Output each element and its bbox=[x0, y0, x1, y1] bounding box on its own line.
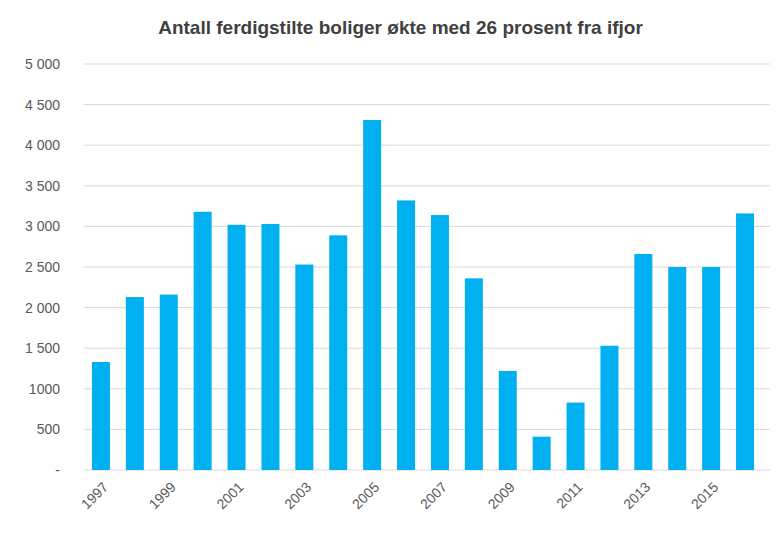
grid-line bbox=[84, 348, 770, 349]
bar bbox=[465, 278, 483, 470]
y-tick-label: 500 bbox=[37, 421, 61, 437]
grid-line bbox=[84, 307, 770, 308]
y-tick-label: 4 500 bbox=[25, 97, 60, 113]
grid-line bbox=[84, 388, 770, 389]
y-tick-label: 5 000 bbox=[25, 56, 60, 72]
grid-line bbox=[84, 429, 770, 430]
grid-line bbox=[84, 104, 770, 105]
bar bbox=[329, 235, 347, 470]
bar bbox=[634, 254, 652, 470]
bar bbox=[533, 437, 551, 470]
grid-line bbox=[84, 470, 770, 471]
y-tick-label: 3 500 bbox=[25, 178, 60, 194]
x-tick-label: 2013 bbox=[620, 479, 653, 512]
x-tick-label: 2011 bbox=[553, 479, 586, 512]
x-tick-label: 2003 bbox=[281, 479, 314, 512]
bar bbox=[160, 295, 178, 470]
bar bbox=[126, 297, 144, 470]
y-tick-label: 2 000 bbox=[25, 300, 60, 316]
bar bbox=[567, 403, 585, 470]
grid-line bbox=[84, 64, 770, 65]
bar bbox=[431, 215, 449, 470]
bar bbox=[600, 346, 618, 470]
x-tick-label: 2001 bbox=[213, 479, 246, 512]
x-tick-label: 2007 bbox=[417, 479, 450, 512]
grid-line bbox=[84, 145, 770, 146]
title: Antall ferdigstilte boliger økte med 26 … bbox=[158, 17, 643, 38]
bar bbox=[261, 224, 279, 470]
bar bbox=[228, 225, 246, 470]
x-tick-label: 2009 bbox=[485, 479, 518, 512]
y-tick-label: 3 000 bbox=[25, 218, 60, 234]
y-tick-label: 2 500 bbox=[25, 259, 60, 275]
x-tick-label: 1999 bbox=[146, 479, 179, 512]
x-tick-label: 2015 bbox=[688, 479, 721, 512]
bar bbox=[499, 371, 517, 470]
grid-line bbox=[84, 267, 770, 268]
bar bbox=[295, 265, 313, 470]
y-tick-label: 4 000 bbox=[25, 137, 60, 153]
bar bbox=[736, 213, 754, 470]
bar bbox=[363, 120, 381, 470]
y-tick-label: - bbox=[55, 462, 60, 478]
chart: Antall ferdigstilte boliger økte med 26 … bbox=[0, 0, 781, 540]
bar bbox=[702, 267, 720, 470]
bars bbox=[92, 120, 754, 470]
y-tick-label: 1 500 bbox=[25, 340, 60, 356]
x-tick-label: 1997 bbox=[78, 479, 111, 512]
grid-line bbox=[84, 226, 770, 227]
bar bbox=[92, 362, 110, 470]
bar bbox=[668, 267, 686, 470]
y-tick-label: 1000 bbox=[29, 381, 60, 397]
grid-line bbox=[84, 185, 770, 186]
bar bbox=[194, 212, 212, 470]
x-tick-label: 2005 bbox=[349, 479, 382, 512]
bar bbox=[397, 200, 415, 470]
